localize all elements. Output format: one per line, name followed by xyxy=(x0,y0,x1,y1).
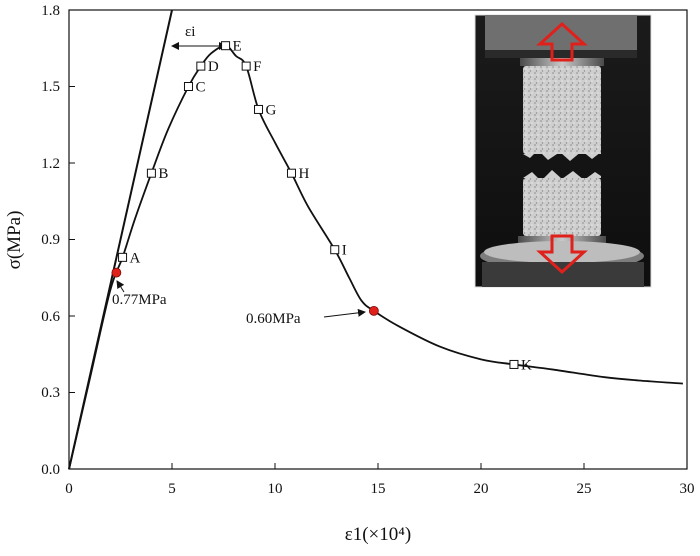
y-tick-label: 1.8 xyxy=(41,3,60,19)
x-tick-label: 5 xyxy=(168,481,176,497)
x-tick-labels: 0 5 10 15 20 25 30 xyxy=(65,481,694,497)
y-tick-label: 0.0 xyxy=(41,462,60,478)
stress-point xyxy=(368,305,379,316)
x-tick-label: 10 xyxy=(268,481,283,497)
y-tick-label: 0.3 xyxy=(41,385,60,401)
stress-point xyxy=(111,267,122,278)
label-arrow-060 xyxy=(323,308,366,318)
point-label-d: D xyxy=(208,59,219,75)
x-tick-label: 30 xyxy=(680,481,695,497)
point-marker-c xyxy=(183,82,193,91)
y-tick-label: 0.9 xyxy=(41,232,60,248)
specimen-photo xyxy=(474,14,652,288)
point-marker-e xyxy=(221,41,231,51)
stress-point-label: 0.77MPa xyxy=(112,292,167,308)
point-label-f: F xyxy=(253,59,261,75)
x-tick-label: 15 xyxy=(371,481,386,497)
point-marker-g xyxy=(254,104,264,114)
point-label-e: E xyxy=(233,39,242,55)
point-marker-i xyxy=(330,245,340,255)
point-marker-a xyxy=(118,252,128,262)
label-arrow-077 xyxy=(116,280,125,293)
point-label-i: I xyxy=(342,243,347,259)
point-marker-b xyxy=(146,168,156,178)
stress-strain-curve xyxy=(68,44,683,470)
point-label-h: H xyxy=(298,166,309,182)
point-label-b: B xyxy=(158,166,168,182)
point-marker-k xyxy=(509,359,519,369)
y-tick-label: 0.6 xyxy=(41,309,60,325)
x-tick-label: 25 xyxy=(577,481,592,497)
point-label-a: A xyxy=(130,250,141,266)
axis-ticks xyxy=(68,9,688,470)
y-axis-title: σ(MPa) xyxy=(4,211,25,270)
point-marker-d xyxy=(196,61,206,71)
y-tick-labels: 0.0 0.3 0.6 0.9 1.2 1.5 1.8 xyxy=(41,3,60,478)
y-tick-label: 1.5 xyxy=(41,79,60,95)
strain-annotation-label: εi xyxy=(185,24,195,40)
y-tick-label: 1.2 xyxy=(41,156,60,172)
point-label-k: K xyxy=(521,357,532,373)
point-label-g: G xyxy=(266,102,277,118)
x-axis-title: ε1(×10⁴) xyxy=(345,524,411,545)
point-label-c: C xyxy=(195,80,205,96)
point-marker-h xyxy=(286,168,296,178)
x-tick-label: 20 xyxy=(474,481,489,497)
x-tick-label: 0 xyxy=(65,481,73,497)
strain-annotation: εi xyxy=(171,24,227,50)
stress-point-label: 0.60MPa xyxy=(246,311,301,327)
stress-markers: 0.77MPa 0.60MPa xyxy=(111,267,379,327)
point-marker-f xyxy=(241,61,251,71)
